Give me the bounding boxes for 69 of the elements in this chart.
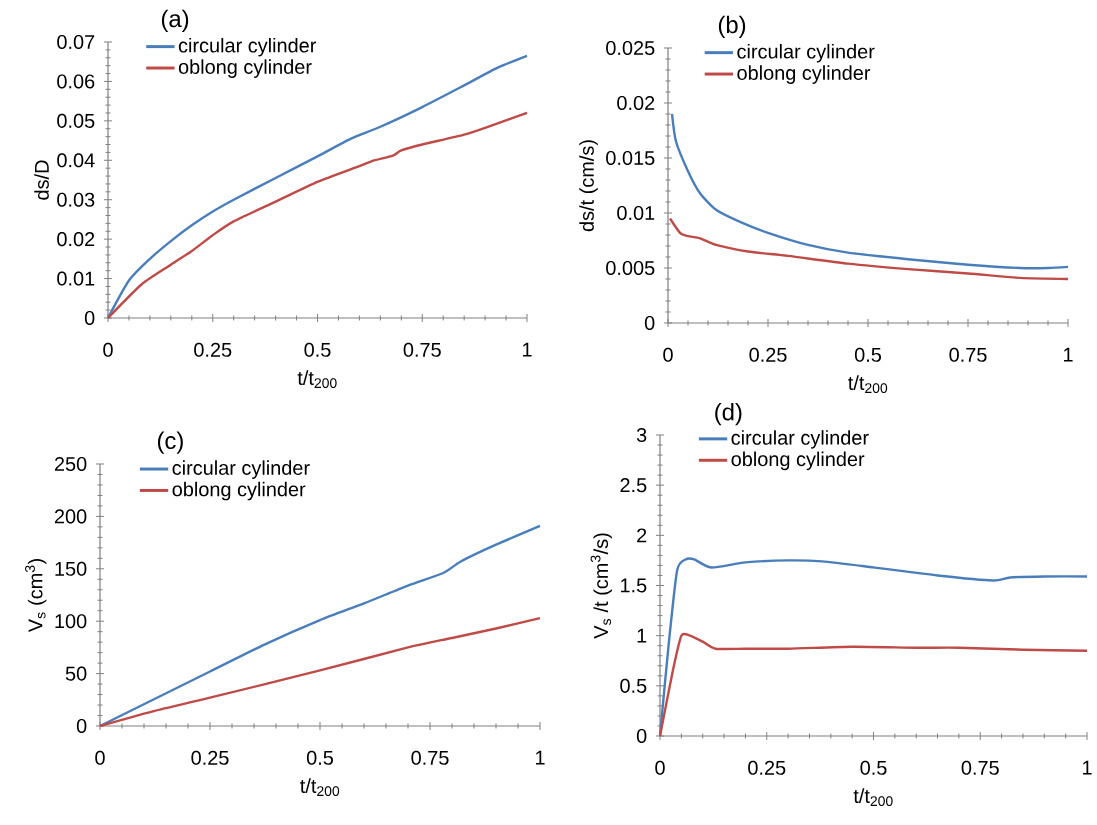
y-tick-label: 0.06	[57, 74, 95, 89]
y-axis-title: ds/t (cm/s)	[579, 140, 598, 232]
y-tick-label: 0.015	[606, 150, 655, 166]
y-tick-label: 0.01	[57, 271, 95, 286]
y-tick-label: 1.5	[621, 578, 647, 593]
y-tick-label: 0.03	[57, 192, 95, 207]
y-tick-label: 0.005	[606, 260, 655, 276]
x-tick-label: 0.25	[748, 760, 786, 775]
x-tick-label: 1	[1082, 760, 1092, 775]
legend-label: circular cylinder	[731, 430, 869, 449]
legend-label: circular cylinder	[172, 460, 310, 479]
y-tick-label: 0.01	[617, 205, 655, 221]
x-axis-title: t/t$_{200}$	[300, 778, 340, 797]
y-tick-label: 2	[637, 528, 647, 543]
chart-title: (b)	[718, 15, 746, 38]
legend-label: circular cylinder	[737, 43, 875, 63]
x-tick-label: 0	[655, 760, 665, 775]
chart-title: (c)	[157, 431, 183, 454]
x-tick-label: 0.75	[949, 347, 987, 362]
y-axis-title: ds/D	[34, 160, 49, 200]
y-tick-label: 0.02	[57, 232, 95, 247]
x-tick-label: 1	[522, 342, 532, 357]
x-tick-label: 1	[1063, 347, 1073, 362]
y-tick-label: 0.025	[606, 40, 655, 56]
x-tick-label: 0.5	[854, 347, 882, 362]
y-tick-label: 0	[636, 728, 647, 744]
y-tick-label: 0	[76, 718, 87, 734]
y-tick-label: 0.5	[620, 678, 647, 693]
line-series	[668, 217, 1070, 281]
y-tick-label: 0.07	[57, 34, 95, 50]
y-tick-label: 0.02	[617, 95, 655, 111]
x-axis-title: t/t$_{200}$	[853, 788, 893, 807]
x-tick-label: 0.25	[191, 750, 229, 765]
y-axis-title: V$_{s}$ (cm$^{3}$)	[25, 559, 47, 633]
x-tick-label: 0.75	[403, 342, 441, 357]
x-axis-title: t/t$_{200}$	[297, 370, 337, 389]
x-tick-label: 1	[535, 750, 545, 765]
line-series	[670, 112, 1070, 270]
y-tick-label: 150	[55, 561, 87, 576]
x-tick-label: 0.25	[194, 342, 232, 357]
y-tick-label: 200	[54, 509, 87, 524]
x-tick-label: 0	[95, 750, 105, 765]
y-tick-label: 0.04	[57, 153, 95, 168]
x-tick-label: 0.5	[306, 750, 334, 765]
y-tick-label: 1	[637, 628, 647, 643]
chart-title: (a)	[161, 9, 189, 32]
x-tick-label: 0.5	[304, 342, 331, 357]
legend-label: oblong cylinder	[172, 481, 306, 501]
y-tick-label: 0	[84, 310, 95, 326]
y-tick-label: 100	[55, 614, 87, 629]
y-tick-label: 3	[636, 427, 647, 443]
y-tick-label: 2.5	[620, 478, 647, 493]
y-tick-label: 50	[65, 666, 87, 681]
legend-label: oblong cylinder	[737, 65, 871, 84]
y-axis-title: V$_{s}$ /t (cm$^{3}$/s)	[590, 533, 612, 639]
chart-title: (d)	[715, 402, 742, 426]
y-tick-label: 250	[54, 456, 87, 472]
y-tick-label: 0	[644, 315, 655, 331]
x-tick-label: 0.75	[411, 750, 449, 765]
legend-label: circular cylinder	[178, 37, 317, 57]
y-tick-label: 0.05	[57, 113, 95, 128]
x-tick-label: 0.75	[961, 760, 999, 775]
x-axis-title: t/t$_{200}$	[848, 375, 888, 394]
x-tick-label: 0.25	[749, 347, 787, 362]
x-tick-label: 0	[103, 342, 113, 357]
x-tick-label: 0.5	[860, 760, 887, 775]
legend-label: oblong cylinder	[731, 451, 865, 471]
x-tick-label: 0	[663, 347, 673, 362]
legend-label: oblong cylinder	[178, 59, 312, 78]
